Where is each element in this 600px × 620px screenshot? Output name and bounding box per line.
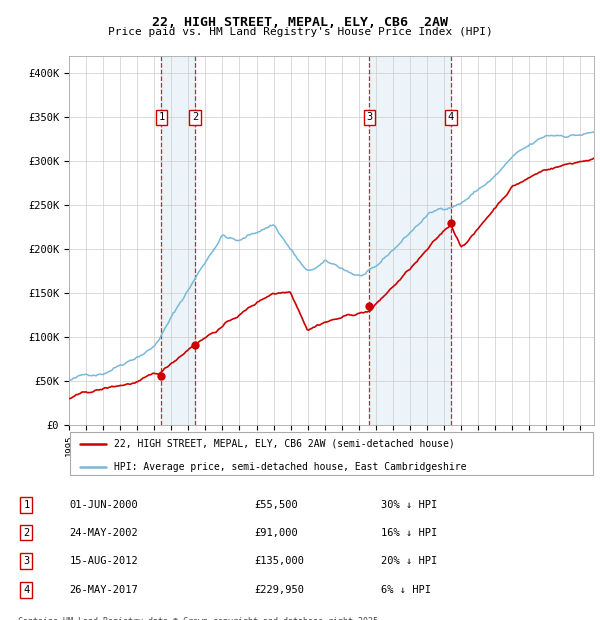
Text: £135,000: £135,000 xyxy=(254,556,304,566)
Text: 3: 3 xyxy=(366,112,373,122)
Bar xyxy=(161,56,195,425)
Text: 26-MAY-2017: 26-MAY-2017 xyxy=(70,585,139,595)
Text: Contains HM Land Registry data © Crown copyright and database right 2025.
This d: Contains HM Land Registry data © Crown c… xyxy=(18,617,383,620)
Text: £229,950: £229,950 xyxy=(254,585,304,595)
Text: 30% ↓ HPI: 30% ↓ HPI xyxy=(380,500,437,510)
Text: 16% ↓ HPI: 16% ↓ HPI xyxy=(380,528,437,538)
Text: HPI: Average price, semi-detached house, East Cambridgeshire: HPI: Average price, semi-detached house,… xyxy=(113,462,466,472)
Text: £91,000: £91,000 xyxy=(254,528,298,538)
Text: 22, HIGH STREET, MEPAL, ELY, CB6  2AW: 22, HIGH STREET, MEPAL, ELY, CB6 2AW xyxy=(152,16,448,29)
Text: 4: 4 xyxy=(23,585,29,595)
Text: 1: 1 xyxy=(23,500,29,510)
Text: 2: 2 xyxy=(23,528,29,538)
Bar xyxy=(370,56,451,425)
Text: 15-AUG-2012: 15-AUG-2012 xyxy=(70,556,139,566)
Text: 22, HIGH STREET, MEPAL, ELY, CB6 2AW (semi-detached house): 22, HIGH STREET, MEPAL, ELY, CB6 2AW (se… xyxy=(113,439,454,449)
Text: 2: 2 xyxy=(192,112,198,122)
Text: 4: 4 xyxy=(448,112,454,122)
Text: 6% ↓ HPI: 6% ↓ HPI xyxy=(380,585,431,595)
Text: £55,500: £55,500 xyxy=(254,500,298,510)
Text: 1: 1 xyxy=(158,112,164,122)
Text: 24-MAY-2002: 24-MAY-2002 xyxy=(70,528,139,538)
FancyBboxPatch shape xyxy=(70,432,593,475)
Text: 01-JUN-2000: 01-JUN-2000 xyxy=(70,500,139,510)
Text: 3: 3 xyxy=(23,556,29,566)
Text: Price paid vs. HM Land Registry's House Price Index (HPI): Price paid vs. HM Land Registry's House … xyxy=(107,27,493,37)
Text: 20% ↓ HPI: 20% ↓ HPI xyxy=(380,556,437,566)
